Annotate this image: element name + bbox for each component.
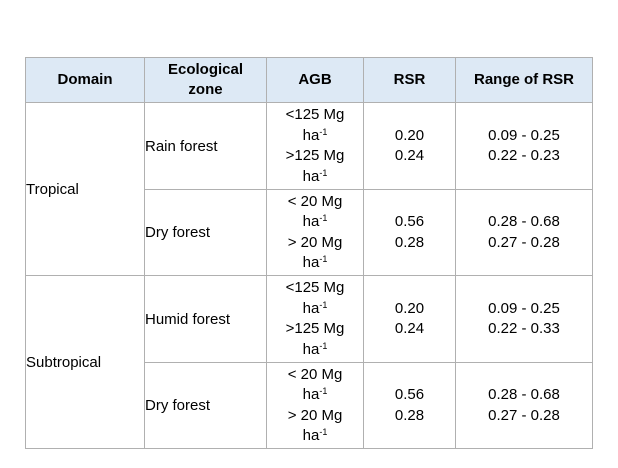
header-range-of-rsr: Range of RSR xyxy=(455,57,593,103)
range-cell: 0.28 - 0.68 0.27 - 0.28 xyxy=(455,362,593,449)
range-cell: 0.09 - 0.25 0.22 - 0.23 xyxy=(455,102,593,190)
header-rsr: RSR xyxy=(363,57,456,103)
rsr-value: 0.20 xyxy=(394,299,425,317)
rsr-value: 0.20 xyxy=(394,126,425,144)
agb-value: >125 Mg xyxy=(285,320,345,337)
header-domain: Domain xyxy=(25,57,145,103)
agb-unit: ha-1 xyxy=(302,213,328,230)
range-value: 0.28 - 0.68 xyxy=(488,386,560,403)
zone-cell: Dry forest xyxy=(144,189,267,276)
table-row: Subtropical Humid forest <125 Mg ha-1 >1… xyxy=(25,275,593,449)
agb-value: < 20 Mg xyxy=(287,192,343,210)
agb-value: <125 Mg xyxy=(285,279,345,296)
table-row: Dry forest < 20 Mg ha-1 > 20 Mg ha-1 0.5… xyxy=(26,362,593,449)
range-value: 0.09 - 0.25 xyxy=(488,126,560,144)
range-value: 0.27 - 0.28 xyxy=(488,233,560,251)
agb-unit: ha-1 xyxy=(302,299,328,317)
range-value: 0.22 - 0.33 xyxy=(488,320,560,337)
table-row: Tropical Rain forest <125 Mg ha-1 >125 M… xyxy=(25,102,593,276)
rsr-cell: 0.20 0.24 xyxy=(363,275,456,363)
rsr-value: 0.56 xyxy=(394,386,425,403)
agb-unit: ha-1 xyxy=(302,386,328,403)
table-row: Dry forest < 20 Mg ha-1 > 20 Mg ha-1 0.5… xyxy=(26,189,593,276)
rsr-value: 0.56 xyxy=(394,213,425,230)
agb-value: > 20 Mg xyxy=(287,233,343,251)
range-value: 0.09 - 0.25 xyxy=(488,299,560,317)
range-value: 0.22 - 0.23 xyxy=(488,147,560,164)
header-agb: AGB xyxy=(266,57,364,103)
agb-unit: ha-1 xyxy=(302,340,328,358)
domain-cell: Subtropical xyxy=(25,275,145,449)
rsr-cell: 0.56 0.28 xyxy=(363,362,456,449)
zone-cell: Humid forest xyxy=(144,275,267,363)
agb-value: > 20 Mg xyxy=(287,406,343,424)
range-cell: 0.09 - 0.25 0.22 - 0.33 xyxy=(455,275,593,363)
agb-cell: <125 Mg ha-1 >125 Mg ha-1 xyxy=(266,275,364,363)
rsr-cell: 0.20 0.24 xyxy=(363,102,456,190)
rsr-value: 0.28 xyxy=(394,233,425,251)
range-value: 0.28 - 0.68 xyxy=(488,213,560,230)
range-value: 0.27 - 0.28 xyxy=(488,406,560,424)
agb-value: >125 Mg xyxy=(285,147,345,164)
rsr-value: 0.24 xyxy=(394,147,425,164)
agb-value: < 20 Mg xyxy=(287,365,343,383)
zone-cell: Rain forest xyxy=(144,102,267,190)
rsr-cell: 0.56 0.28 xyxy=(363,189,456,276)
agb-cell: < 20 Mg ha-1 > 20 Mg ha-1 xyxy=(266,362,364,449)
range-cell: 0.28 - 0.68 0.27 - 0.28 xyxy=(455,189,593,276)
agb-cell: <125 Mg ha-1 >125 Mg ha-1 xyxy=(266,102,364,190)
agb-unit: ha-1 xyxy=(302,254,328,271)
agb-unit: ha-1 xyxy=(302,167,328,185)
agb-unit: ha-1 xyxy=(302,126,328,144)
rsr-value: 0.24 xyxy=(394,320,425,337)
header-ecological-zone: Ecological zone xyxy=(144,57,267,103)
domain-cell: Tropical xyxy=(25,102,145,276)
agb-value: <125 Mg xyxy=(285,106,345,123)
header-row: Domain Ecological zone AGB RSR Range of … xyxy=(25,57,593,103)
agb-unit: ha-1 xyxy=(302,427,328,444)
agb-cell: < 20 Mg ha-1 > 20 Mg ha-1 xyxy=(266,189,364,276)
zone-cell: Dry forest xyxy=(144,362,267,449)
rsr-table: Domain Ecological zone AGB RSR Range of … xyxy=(25,57,593,449)
rsr-value: 0.28 xyxy=(394,406,425,424)
